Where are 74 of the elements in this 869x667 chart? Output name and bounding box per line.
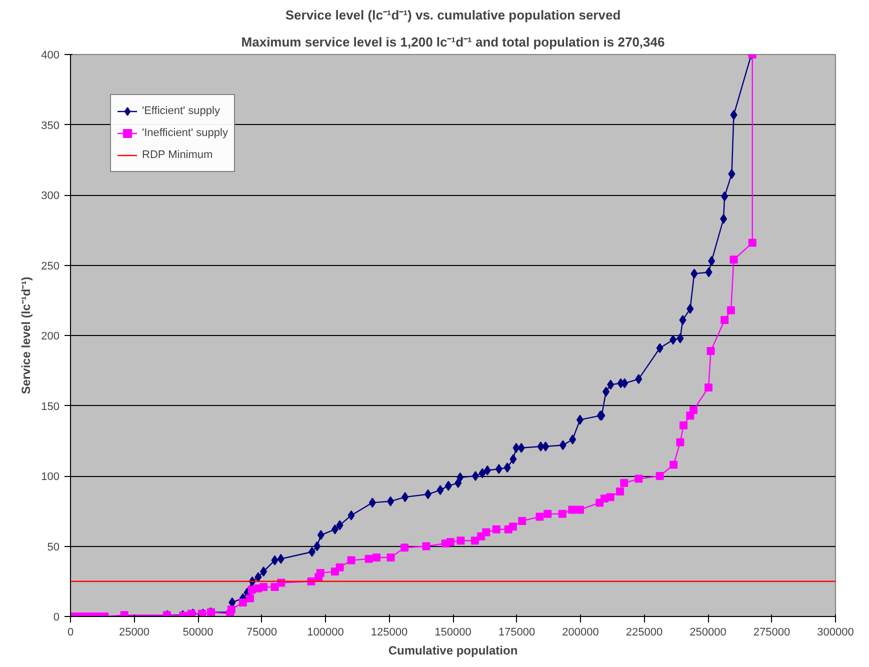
- point: [512, 442, 520, 453]
- x-axis-title: Cumulative population: [388, 644, 518, 658]
- point: [720, 214, 728, 224]
- x-tick-label: 25000: [118, 626, 150, 638]
- point: [656, 343, 664, 354]
- y-tick-label: 350: [41, 120, 60, 132]
- point: [444, 480, 452, 491]
- point: [510, 454, 517, 464]
- y-tick-label: 200: [41, 330, 60, 342]
- point: [708, 256, 716, 266]
- x-tick-label: 200000: [562, 626, 599, 638]
- point: [690, 268, 698, 279]
- x-tick-label: 150000: [434, 626, 472, 638]
- y-tick-label: 50: [47, 541, 60, 554]
- point: [730, 110, 738, 120]
- point: [484, 465, 491, 476]
- x-tick-label: 0: [67, 626, 74, 638]
- point: [542, 441, 550, 452]
- chart-subtitle: Maximum service level is 1,200 lc⁻¹d⁻¹ and total population is 270,346: [241, 34, 665, 50]
- x-tick-label: 250000: [690, 626, 726, 638]
- x-tick-label: 100000: [307, 626, 344, 638]
- y-tick-label: 100: [41, 471, 60, 483]
- point: [260, 566, 268, 577]
- y-tick-label: 0: [53, 612, 60, 624]
- point: [670, 334, 677, 345]
- point: [495, 464, 502, 474]
- y-tick-label: 400: [41, 50, 60, 62]
- point: [368, 498, 376, 508]
- point: [271, 555, 278, 566]
- point: [336, 520, 344, 530]
- point: [679, 315, 686, 326]
- point: [676, 333, 684, 344]
- point: [314, 541, 321, 552]
- point: [436, 485, 444, 496]
- point: [472, 471, 479, 481]
- x-tick-label: 175000: [498, 626, 536, 638]
- point: [387, 496, 394, 506]
- point: [478, 468, 486, 478]
- point: [607, 380, 614, 390]
- x-tick-label: 50000: [182, 626, 214, 638]
- point: [331, 524, 338, 534]
- chart-title: Service level (lc⁻¹d⁻¹) vs. cumulative population served: [285, 8, 621, 22]
- point: [686, 304, 694, 314]
- point: [308, 546, 316, 557]
- point: [504, 462, 511, 473]
- y-axis-title: Service level (lc⁻¹d⁻¹): [19, 276, 34, 394]
- x-tick-label: 75000: [246, 626, 278, 638]
- point: [277, 554, 284, 564]
- y-tick-label: 250: [41, 260, 60, 272]
- point: [569, 434, 576, 444]
- point: [576, 414, 584, 425]
- point: [728, 168, 736, 179]
- legend-label: RDP Minimum: [142, 149, 213, 161]
- x-tick-label: 225000: [626, 626, 663, 638]
- y-tick-label: 300: [41, 190, 60, 202]
- point: [621, 378, 628, 388]
- point: [424, 489, 432, 500]
- x-tick-label: 275000: [753, 626, 790, 638]
- point: [635, 374, 642, 384]
- point: [254, 572, 262, 582]
- legend-label: 'Efficient' supply: [142, 105, 220, 117]
- point: [402, 492, 409, 502]
- point: [537, 441, 544, 452]
- legend-label: 'Inefficient' supply: [142, 127, 228, 139]
- point: [518, 442, 525, 453]
- x-tick-label: 300000: [817, 626, 854, 638]
- point: [348, 510, 355, 520]
- point: [705, 267, 712, 278]
- point: [317, 530, 324, 540]
- point: [559, 440, 566, 450]
- point: [721, 191, 728, 202]
- point: [456, 472, 464, 482]
- x-tick-label: 125000: [370, 626, 408, 638]
- y-tick-label: 150: [41, 400, 60, 413]
